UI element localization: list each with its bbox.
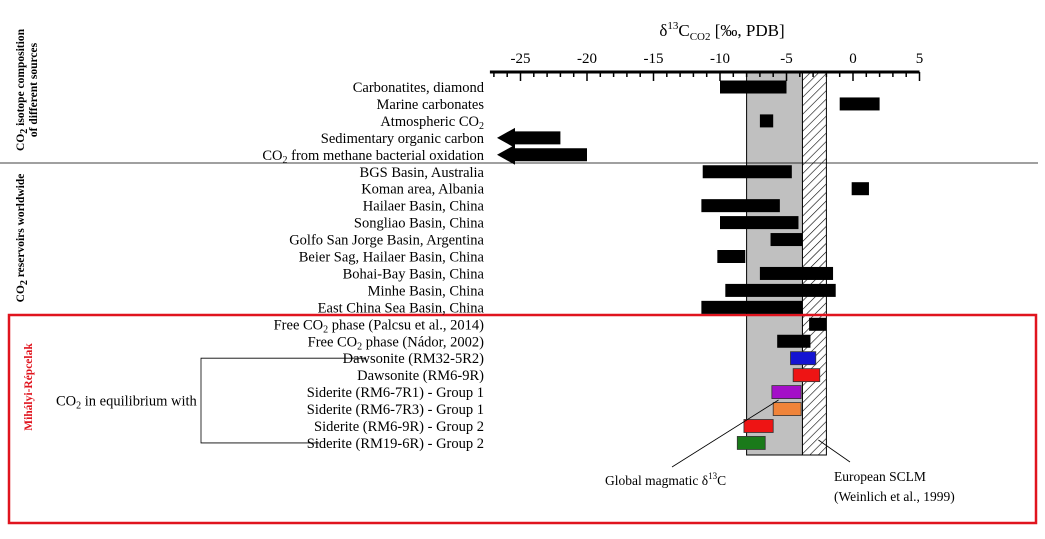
magmatic-label: Global magmatic δ13C xyxy=(605,471,726,488)
row-label-minhe-basin-china: Minhe Basin, China xyxy=(368,283,485,299)
row-label-east-china-sea-basin-china: East China Sea Basin, China xyxy=(318,300,485,316)
row-label-siderite-rm6-9r-group-2: Siderite (RM6-9R) - Group 2 xyxy=(314,419,484,435)
bar-minhe-basin-china xyxy=(725,283,836,297)
bar-carbonatites-diamond xyxy=(720,80,787,94)
bar-siderite-rm6-7r3-group-1 xyxy=(772,402,802,416)
bar-bohai-bay-basin-china xyxy=(759,266,834,280)
tick-label: -20 xyxy=(577,51,597,67)
bracket-label: CO2​ in equilibrium with xyxy=(56,394,197,412)
bar-siderite-rm6-9r-group-2 xyxy=(743,419,774,433)
bar-koman-area-albania xyxy=(851,182,869,196)
row-label-dawsonite-rm6-9r: Dawsonite (RM6-9R) xyxy=(357,368,484,384)
row-label-songliao-basin-china: Songliao Basin, China xyxy=(354,216,485,232)
bar-beier-sag-hailaer-basin-china xyxy=(717,250,746,263)
row-label-dawsonite-rm32-5r2: Dawsonite (RM32-5R2) xyxy=(343,351,485,367)
tick-label: -25 xyxy=(511,51,531,67)
tick-label: -5 xyxy=(780,51,793,67)
magmatic-pointer xyxy=(671,399,779,468)
group-label-reservoirs: CO2​ reservoirs worldwide xyxy=(15,174,30,303)
x-axis-title: δ13CCO2 [‰, PDB] xyxy=(659,20,784,43)
row-label-siderite-rm19-6r-group-2: Siderite (RM19-6R) - Group 2 xyxy=(307,436,484,452)
sclm-reference: (Weinlich et al., 1999) xyxy=(834,489,955,504)
bar-songliao-basin-china xyxy=(720,216,799,230)
group-label-line: CO2​ isotope composition xyxy=(15,28,30,151)
bar-marine-carbonates xyxy=(839,97,880,111)
row-label-co2-from-methane-bacterial-oxidation: CO2​ from methane bacterial oxidation xyxy=(262,148,484,166)
bar-co2-from-methane-bacterial-oxidation xyxy=(497,144,587,165)
row-label-sedimentary-organic-carbon: Sedimentary organic carbon xyxy=(321,131,485,147)
row-label-free-co2-phase-palcsu-et-al-2014: Free CO2​ phase (Palcsu et al., 2014) xyxy=(274,317,485,335)
bar-bgs-basin-australia xyxy=(702,165,792,179)
row-label-marine-carbonates: Marine carbonates xyxy=(377,97,485,113)
sclm-pointer xyxy=(818,439,851,463)
row-label-hailaer-basin-china: Hailaer Basin, China xyxy=(363,199,485,215)
group-label-sources: CO2​ isotope compositionof different sou… xyxy=(15,28,40,151)
bar-free-co2-phase-palcsu-et-al-2014 xyxy=(809,317,827,331)
group-label-line: of different sources xyxy=(28,42,40,137)
mihalyi-repcelak-box xyxy=(7,313,1038,525)
row-label-beier-sag-hailaer-basin-china: Beier Sag, Hailaer Basin, China xyxy=(299,250,485,266)
sclm-label: European SCLM xyxy=(834,469,926,484)
row-label-koman-area-albania: Koman area, Albania xyxy=(361,182,484,198)
bar-siderite-rm6-7r1-group-1 xyxy=(771,385,802,400)
bar-golfo-san-jorge-basin-argentina xyxy=(770,233,803,247)
tick-label: -15 xyxy=(644,51,664,67)
tick-label: 0 xyxy=(849,51,857,67)
bar-atmospheric-co2 xyxy=(759,114,774,128)
row-label-golfo-san-jorge-basin-argentina: Golfo San Jorge Basin, Argentina xyxy=(289,233,484,249)
row-label-carbonatites-diamond: Carbonatites, diamond xyxy=(353,80,485,96)
row-label-free-co2-phase-n-dor-2002: Free CO2​ phase (Nádor, 2002) xyxy=(308,334,485,352)
bracket xyxy=(200,357,366,444)
bar-dawsonite-rm6-9r xyxy=(792,368,821,383)
band-european-sclm xyxy=(801,71,827,456)
tick-label: -10 xyxy=(710,51,730,67)
bar-sedimentary-organic-carbon xyxy=(497,127,561,148)
bar-hailaer-basin-china xyxy=(701,199,780,213)
row-label-atmospheric-co2: Atmospheric CO2​ xyxy=(380,114,484,132)
bar-free-co2-phase-n-dor-2002 xyxy=(777,334,811,348)
row-label-bgs-basin-australia: BGS Basin, Australia xyxy=(360,165,485,181)
row-label-bohai-bay-basin-china: Bohai-Bay Basin, China xyxy=(343,266,485,282)
row-label-siderite-rm6-7r3-group-1: Siderite (RM6-7R3) - Group 1 xyxy=(307,402,484,418)
bar-siderite-rm19-6r-group-2 xyxy=(736,436,766,450)
bar-east-china-sea-basin-china xyxy=(701,300,803,314)
group-label-mihalyi: Mihályi-Répcelak xyxy=(23,343,35,431)
row-label-siderite-rm6-7r1-group-1: Siderite (RM6-7R1) - Group 1 xyxy=(307,385,484,401)
bar-dawsonite-rm32-5r2 xyxy=(790,351,817,366)
tick-label: 5 xyxy=(916,51,924,67)
